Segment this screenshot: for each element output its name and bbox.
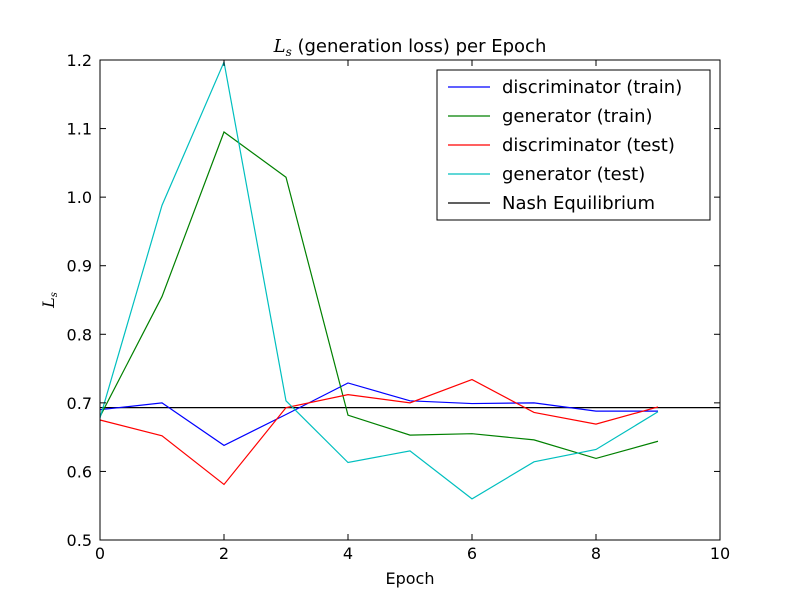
axis-ticks: 0 2 4 6 8 10 0.5 0.6 0.7 0.8 0.9 1.0 1.1 1.2 xyxy=(67,51,731,563)
x-axis-label: Epoch xyxy=(386,569,435,588)
legend: discriminator (train) generator (train) di… xyxy=(436,69,711,221)
series-line-discriminator-test xyxy=(99,378,659,486)
legend-label-discriminator-test: discriminator (test) xyxy=(502,135,675,156)
x-tick-label: 2 xyxy=(219,544,229,563)
x-tick-label: 8 xyxy=(591,544,601,563)
y-tick-label: 1.2 xyxy=(67,51,92,70)
x-tick-label: 10 xyxy=(710,544,730,563)
legend-label-nash-equilibrium: Nash Equilibrium xyxy=(502,193,655,214)
chart-title: Ls (generation loss) per Epoch xyxy=(273,36,547,59)
y-axis-label: Ls xyxy=(39,292,60,309)
y-tick-label: 0.8 xyxy=(67,325,92,344)
y-tick-label: 0.6 xyxy=(67,462,92,481)
y-tick-label: 1.0 xyxy=(67,188,92,207)
series-line-discriminator-train xyxy=(99,382,658,447)
x-tick-label: 6 xyxy=(467,544,477,563)
legend-label-generator-train: generator (train) xyxy=(502,106,653,127)
y-tick-label: 0.7 xyxy=(67,394,92,413)
x-tick-label: 0 xyxy=(95,544,105,563)
legend-label-generator-test: generator (test) xyxy=(502,164,645,185)
x-tick-label: 4 xyxy=(343,544,353,563)
y-tick-label: 0.5 xyxy=(67,531,92,550)
y-tick-label: 1.1 xyxy=(67,120,92,139)
y-tick-label: 0.9 xyxy=(67,257,92,276)
series-line-generator-train xyxy=(99,131,659,460)
plot-frame xyxy=(99,59,721,541)
plot-area xyxy=(99,60,720,500)
series-line-generator-test xyxy=(99,60,659,500)
legend-label-discriminator-train: discriminator (train) xyxy=(502,77,682,98)
